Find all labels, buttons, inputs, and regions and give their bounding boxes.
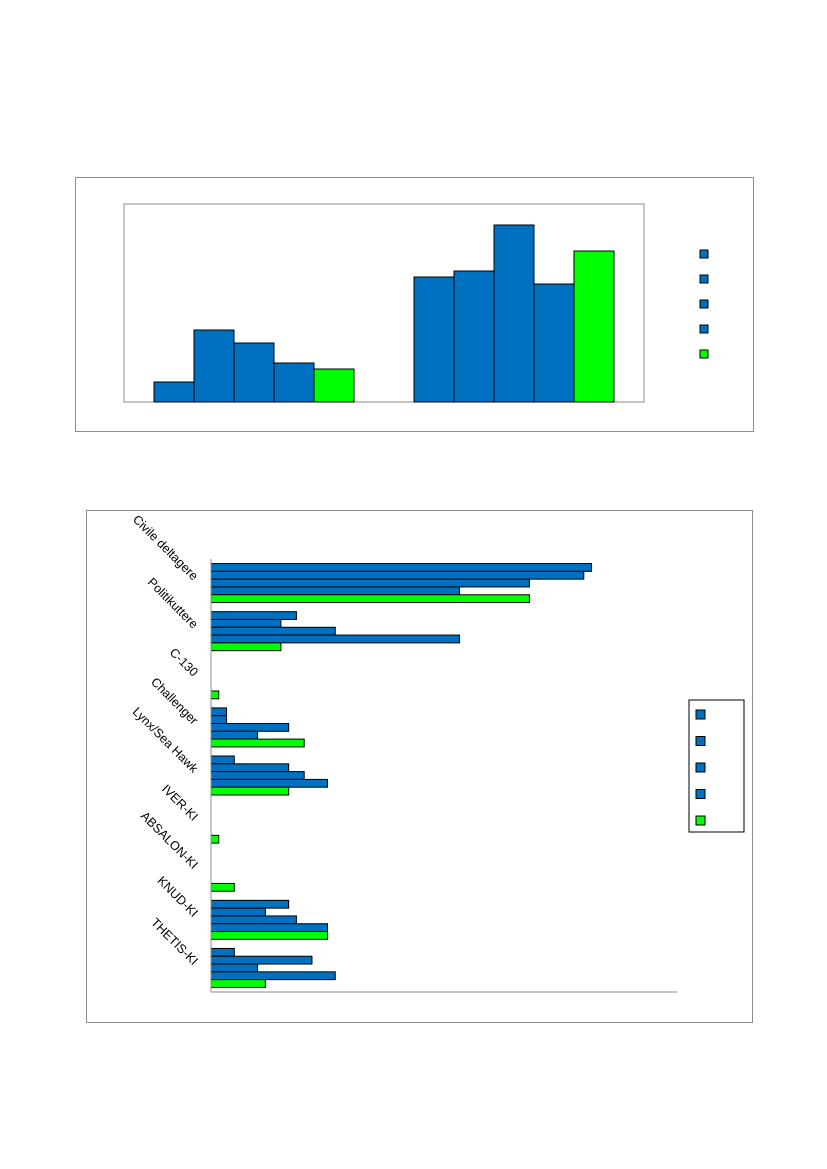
legend-swatch-3 bbox=[695, 789, 706, 799]
bar-c1-s4 bbox=[573, 250, 615, 403]
bar-c4-s0 bbox=[210, 755, 235, 765]
legend-swatch-2 bbox=[695, 762, 706, 773]
bar-c0-s0 bbox=[210, 563, 593, 572]
category-label: KNUD-KI bbox=[155, 874, 201, 920]
bar-c7-s0 bbox=[210, 899, 290, 909]
bar-c0-s1 bbox=[193, 329, 235, 403]
bar-c0-s2 bbox=[233, 342, 275, 403]
category-label: IVER-KI bbox=[159, 782, 201, 824]
bar-c1-s1 bbox=[453, 270, 495, 403]
bar-c3-s2 bbox=[210, 722, 290, 732]
legend bbox=[688, 699, 745, 833]
bar-c1-s3 bbox=[210, 634, 461, 644]
bar-c1-s0 bbox=[413, 276, 455, 403]
category-label: THETIS-KI bbox=[148, 915, 201, 968]
bar-c4-s2 bbox=[210, 771, 305, 780]
bar-c4-s4 bbox=[210, 786, 290, 796]
bar-c3-s3 bbox=[210, 730, 259, 740]
bar-c4-s1 bbox=[210, 763, 290, 773]
bar-c7-s3 bbox=[210, 923, 328, 933]
bar-c8-s4 bbox=[210, 979, 266, 988]
category-label: Politikuttere bbox=[145, 575, 201, 631]
bar-c8-s3 bbox=[210, 971, 336, 981]
bar-c0-s2 bbox=[210, 578, 530, 588]
bar-c7-s2 bbox=[210, 915, 297, 925]
bar-c2-s4 bbox=[210, 690, 220, 700]
legend bbox=[699, 249, 709, 359]
bar-c0-s1 bbox=[210, 570, 585, 580]
bar-c1-s3 bbox=[533, 283, 575, 403]
bar-c8-s1 bbox=[210, 955, 313, 965]
bar-c1-s0 bbox=[210, 611, 297, 620]
bar-c0-s3 bbox=[210, 586, 461, 596]
legend-swatch-4 bbox=[699, 349, 709, 359]
bar-c8-s0 bbox=[210, 947, 235, 957]
chart-2-svg: Civile deltagerePolitikuttereC-130Challe… bbox=[130, 512, 745, 993]
bar-c0-s3 bbox=[273, 362, 315, 403]
chart-1 bbox=[75, 177, 754, 432]
bar-c3-s0 bbox=[210, 707, 228, 717]
legend-swatch-1 bbox=[695, 736, 706, 746]
bar-c3-s4 bbox=[210, 738, 305, 748]
bar-c5-s4 bbox=[210, 834, 220, 844]
category-label: Civile deltagere bbox=[130, 512, 201, 583]
bar-c3-s1 bbox=[210, 715, 228, 724]
bar-c0-s4 bbox=[210, 594, 530, 604]
category-label: C-130 bbox=[167, 645, 201, 679]
legend-swatch-1 bbox=[699, 274, 709, 284]
bar-c7-s4 bbox=[210, 931, 328, 940]
chart-1-svg bbox=[123, 203, 709, 403]
bar-c1-s2 bbox=[210, 626, 336, 636]
bar-c0-s0 bbox=[153, 381, 195, 403]
bar-c0-s4 bbox=[313, 368, 355, 403]
legend-swatch-4 bbox=[695, 815, 706, 826]
bar-c4-s3 bbox=[210, 778, 328, 788]
legend-swatch-0 bbox=[695, 709, 706, 720]
chart-2: Civile deltagere Politikuttere C-130 Challe… bbox=[86, 510, 753, 1023]
legend-swatch-0 bbox=[699, 249, 709, 259]
bar-c1-s2 bbox=[493, 224, 535, 403]
bar-c6-s4 bbox=[210, 882, 235, 892]
bar-c8-s2 bbox=[210, 963, 259, 973]
bar-c1-s1 bbox=[210, 618, 282, 628]
legend-swatch-2 bbox=[699, 299, 709, 309]
bar-c1-s4 bbox=[210, 642, 282, 652]
legend-swatch-3 bbox=[699, 324, 709, 334]
bar-c7-s1 bbox=[210, 907, 266, 917]
